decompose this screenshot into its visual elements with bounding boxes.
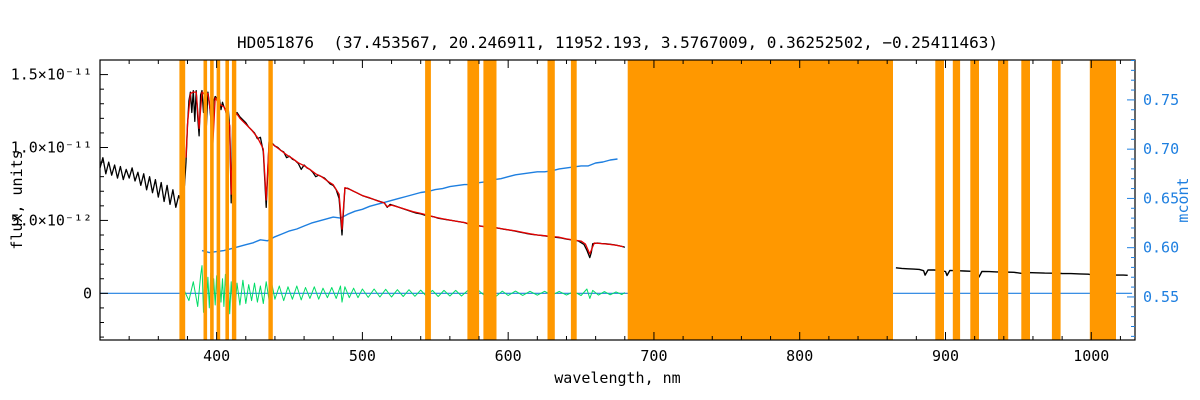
y-right-tick-label: 0.55 — [1143, 288, 1179, 306]
chart-title: HD051876 (37.453567, 20.246911, 11952.19… — [237, 33, 998, 52]
series-fit-residuals — [184, 265, 626, 318]
y-right-tick-label: 0.70 — [1143, 140, 1179, 158]
masked-band — [570, 60, 577, 340]
masked-band — [547, 60, 555, 340]
masked-band — [935, 60, 944, 340]
masked-band — [998, 60, 1009, 340]
masked-band — [425, 60, 431, 340]
masked-band — [467, 60, 480, 340]
x-tick-label: 700 — [640, 347, 667, 365]
masked-band — [225, 60, 229, 340]
x-tick-label: 800 — [786, 347, 813, 365]
masked-band — [210, 60, 214, 340]
masked-band — [203, 60, 208, 340]
series-model-fit-vis — [185, 91, 624, 255]
masked-band — [179, 60, 186, 340]
masked-band — [483, 60, 497, 340]
y-right-axis-title: mcont — [1174, 177, 1192, 222]
y-left-tick-label: 0 — [83, 284, 92, 302]
masked-band — [1089, 60, 1116, 340]
masked-band — [952, 60, 961, 340]
x-axis-title: wavelength, nm — [554, 369, 680, 387]
masked-band — [1051, 60, 1061, 340]
y-left-tick-label: 1.0×10⁻¹¹ — [11, 139, 92, 157]
y-right-tick-label: 0.75 — [1143, 91, 1179, 109]
masked-band — [627, 60, 893, 340]
y-left-axis-title: flux, units — [8, 150, 26, 249]
axes-layer: 400 500 600 700 800 900 1000 0 5.0×10⁻¹² 1.0×10⁻¹… — [8, 33, 1192, 387]
x-tick-label: 500 — [349, 347, 376, 365]
plot-frame — [99, 59, 1136, 341]
y-right-tick-label: 0.65 — [1143, 189, 1179, 207]
y-left-tick-label: 5.0×10⁻¹² — [11, 211, 92, 229]
masked-band — [1021, 60, 1030, 340]
x-tick-label: 400 — [203, 347, 230, 365]
masked-band — [268, 60, 273, 340]
series-observed-spectrum-vis — [99, 89, 626, 259]
masked-band — [231, 60, 237, 340]
masked-bands-layer — [179, 60, 1116, 340]
y-left-tick-label: 1.5×10⁻¹¹ — [11, 66, 92, 84]
x-tick-label: 900 — [932, 347, 959, 365]
x-tick-label: 600 — [495, 347, 522, 365]
masked-band — [216, 60, 221, 340]
y-right-tick-label: 0.60 — [1143, 239, 1179, 257]
x-tick-label: 1000 — [1073, 347, 1109, 365]
masked-band — [970, 60, 979, 340]
